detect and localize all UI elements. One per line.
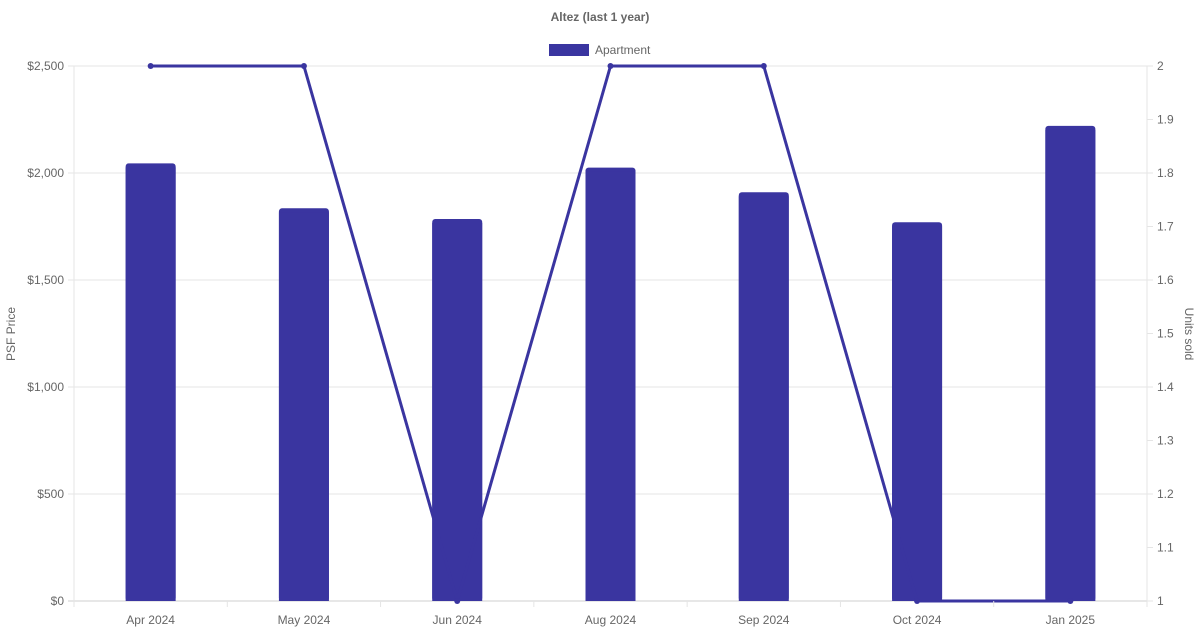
x-tick-label: Sep 2024	[738, 613, 790, 627]
y2-tick-label: 1.9	[1157, 113, 1174, 127]
x-tick-label: Oct 2024	[893, 613, 942, 627]
axes: $0 $500 $1,000 $1,500 $2,000 $2,500 1 1.1 1.2 1.3…	[27, 59, 1174, 627]
legend[interactable]: Apartment	[549, 43, 651, 57]
y2-tick-label: 1.1	[1157, 541, 1174, 555]
bar-body	[585, 171, 636, 601]
units-sold-point[interactable]	[147, 63, 154, 69]
chart-title: Altez (last 1 year)	[551, 10, 650, 24]
y2-tick-label: 1.8	[1157, 166, 1174, 180]
y-tick-label: $0	[51, 594, 65, 608]
bar-body	[278, 212, 329, 601]
units-sold-point[interactable]	[607, 63, 614, 69]
y-tick-label: $2,500	[27, 59, 64, 73]
units-sold-point[interactable]	[454, 598, 461, 604]
y-tick-label: $500	[37, 487, 64, 501]
x-tick-label: Jun 2024	[433, 613, 483, 627]
x-tick-label: Jan 2025	[1046, 613, 1096, 627]
bar-series	[125, 125, 1096, 602]
x-tick-label: Apr 2024	[126, 613, 175, 627]
bar-body	[738, 196, 789, 601]
y2-tick-label: 1	[1157, 594, 1164, 608]
y2-axis-title: Units sold	[1182, 308, 1196, 361]
bar-body	[1045, 129, 1096, 602]
y2-tick-label: 1.6	[1157, 273, 1174, 287]
y2-tick-label: 1.3	[1157, 434, 1174, 448]
units-sold-point[interactable]	[1067, 598, 1074, 604]
y-tick-label: $1,500	[27, 273, 64, 287]
y2-tick-label: 1.4	[1157, 380, 1174, 394]
y2-tick-label: 1.7	[1157, 220, 1174, 234]
units-sold-point[interactable]	[760, 63, 767, 69]
units-sold-point[interactable]	[914, 598, 921, 604]
units-sold-point[interactable]	[300, 63, 307, 69]
y2-tick-label: 2	[1157, 59, 1164, 73]
x-tick-label: May 2024	[278, 613, 331, 627]
y-tick-label: $1,000	[27, 380, 64, 394]
y-tick-label: $2,000	[27, 166, 64, 180]
bar-body	[125, 167, 176, 601]
y-axis-title: PSF Price	[4, 307, 18, 361]
x-tick-label: Aug 2024	[585, 613, 637, 627]
y2-tick-label: 1.2	[1157, 487, 1174, 501]
line-series	[147, 63, 1074, 604]
legend-swatch-apartment	[549, 44, 589, 56]
legend-label-apartment: Apartment	[595, 43, 651, 57]
y2-tick-label: 1.5	[1157, 327, 1174, 341]
